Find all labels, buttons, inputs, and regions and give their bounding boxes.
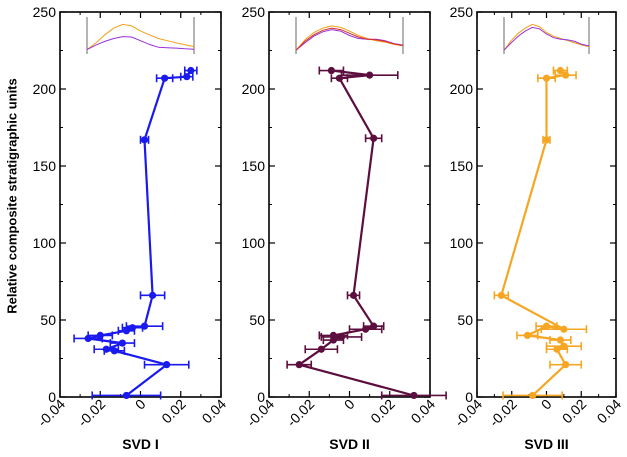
data-point bbox=[118, 339, 126, 347]
data-point bbox=[148, 291, 157, 299]
y-tick-label: 0 bbox=[465, 389, 473, 405]
x-tick-label: -0.02 bbox=[74, 396, 108, 430]
x-axis-label: SVD I bbox=[122, 436, 159, 452]
x-tick-label: -0.04 bbox=[34, 396, 68, 430]
panel-2: 0 50 100 150 200 250 -0.04 -0.02 0 0.02 0.04 SVD II bbox=[242, 4, 447, 452]
y-tick-label: 100 bbox=[450, 235, 474, 251]
data-point bbox=[410, 391, 418, 400]
data-point bbox=[497, 291, 505, 299]
plot-frame bbox=[268, 11, 431, 398]
x-tick-label: -0.04 bbox=[451, 396, 485, 430]
x-tick-label: 0.02 bbox=[367, 396, 398, 427]
y-tick-label: 100 bbox=[242, 235, 266, 251]
data-point bbox=[370, 134, 378, 142]
data-point bbox=[122, 391, 131, 400]
y-tick-label: 50 bbox=[40, 312, 56, 328]
data-point bbox=[366, 71, 374, 79]
y-tick-label: 50 bbox=[457, 312, 473, 328]
data-point bbox=[84, 334, 92, 343]
data-point bbox=[110, 347, 118, 355]
inset-series-3 bbox=[295, 27, 404, 51]
inset-series-2 bbox=[86, 36, 195, 51]
data-point bbox=[542, 74, 551, 82]
y-tick-label: 200 bbox=[242, 81, 266, 97]
panel-1: 0 50 100 150 200 250 -0.04 -0.02 0 0.02 0.04 SVD I bbox=[33, 4, 230, 452]
data-point bbox=[140, 136, 149, 144]
inset-series-1 bbox=[295, 25, 404, 51]
x-tick-label: 0.02 bbox=[158, 396, 189, 427]
y-tick-label: 150 bbox=[450, 158, 474, 174]
y-tick-label: 250 bbox=[242, 4, 266, 20]
plot-frame bbox=[476, 11, 617, 398]
x-tick-label: -0.02 bbox=[283, 396, 317, 430]
data-point bbox=[562, 361, 570, 369]
data-point bbox=[542, 322, 551, 330]
x-tick-label: 0 bbox=[538, 396, 555, 413]
x-tick-label: 0 bbox=[132, 396, 149, 413]
x-axis-label: SVD III bbox=[524, 436, 568, 452]
data-point bbox=[542, 136, 551, 144]
data-point bbox=[187, 66, 195, 75]
series-line bbox=[298, 69, 415, 397]
x-tick-label: 0.04 bbox=[594, 396, 625, 427]
data-point bbox=[295, 361, 303, 369]
data-point bbox=[349, 291, 358, 299]
data-point bbox=[560, 342, 568, 350]
y-tick-label: 200 bbox=[33, 81, 57, 97]
inset-series-2 bbox=[503, 26, 590, 51]
data-point bbox=[523, 331, 531, 339]
y-tick-label: 100 bbox=[33, 235, 57, 251]
data-point bbox=[560, 325, 568, 333]
data-point bbox=[362, 325, 370, 333]
data-point bbox=[553, 345, 561, 353]
y-tick-label: 250 bbox=[33, 4, 57, 20]
y-tick-label: 0 bbox=[48, 389, 56, 405]
data-point bbox=[562, 71, 570, 79]
inset-series-2 bbox=[295, 29, 404, 51]
data-point bbox=[183, 73, 191, 81]
x-tick-label: 0.02 bbox=[559, 396, 590, 427]
y-tick-label: 50 bbox=[249, 312, 265, 328]
data-point bbox=[329, 336, 337, 344]
y-tick-label: 250 bbox=[450, 4, 474, 20]
data-point bbox=[556, 336, 565, 344]
inset-series-1 bbox=[503, 23, 590, 51]
y-tick-label: 200 bbox=[450, 81, 474, 97]
data-point bbox=[317, 345, 325, 353]
data-point bbox=[327, 66, 335, 75]
x-tick-label: 0.04 bbox=[408, 396, 439, 427]
x-tick-label: 0 bbox=[341, 396, 358, 413]
data-point bbox=[529, 391, 537, 400]
data-point bbox=[335, 74, 344, 82]
series-line bbox=[87, 69, 192, 397]
data-point bbox=[370, 322, 378, 330]
y-tick-label: 150 bbox=[242, 158, 266, 174]
data-point bbox=[556, 66, 565, 75]
x-tick-label: -0.04 bbox=[243, 396, 277, 430]
data-point bbox=[161, 74, 169, 82]
x-axis-label: SVD II bbox=[329, 436, 369, 452]
data-point bbox=[163, 361, 171, 369]
y-tick-label: 0 bbox=[257, 389, 265, 405]
x-tick-label: -0.02 bbox=[486, 396, 520, 430]
x-tick-label: 0.04 bbox=[199, 396, 230, 427]
data-point bbox=[122, 327, 131, 335]
y-tick-label: 150 bbox=[33, 158, 57, 174]
inset-series-1 bbox=[86, 23, 195, 50]
